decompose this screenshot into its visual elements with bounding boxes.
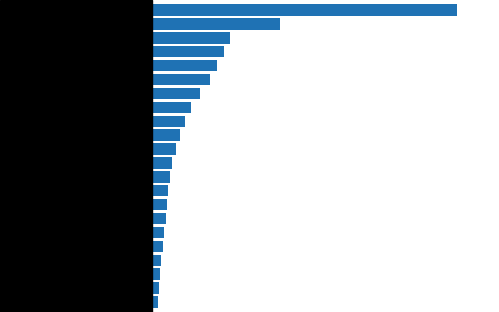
- Bar: [152, 296, 158, 308]
- Bar: [152, 227, 164, 238]
- Bar: [152, 185, 168, 197]
- Bar: [152, 255, 161, 266]
- Bar: [152, 60, 217, 71]
- Bar: [152, 18, 279, 30]
- Bar: [152, 115, 186, 127]
- Bar: [152, 157, 172, 169]
- Bar: [152, 241, 163, 252]
- Bar: [152, 32, 230, 44]
- Bar: [152, 88, 200, 99]
- Bar: [152, 143, 176, 155]
- Bar: [152, 129, 180, 141]
- Bar: [152, 4, 457, 16]
- Bar: [152, 74, 211, 85]
- Bar: [152, 199, 167, 210]
- Bar: [152, 102, 191, 113]
- Bar: [152, 282, 159, 294]
- Bar: [152, 268, 160, 280]
- Bar: [152, 213, 166, 224]
- Bar: [152, 171, 170, 183]
- Bar: [152, 46, 224, 57]
